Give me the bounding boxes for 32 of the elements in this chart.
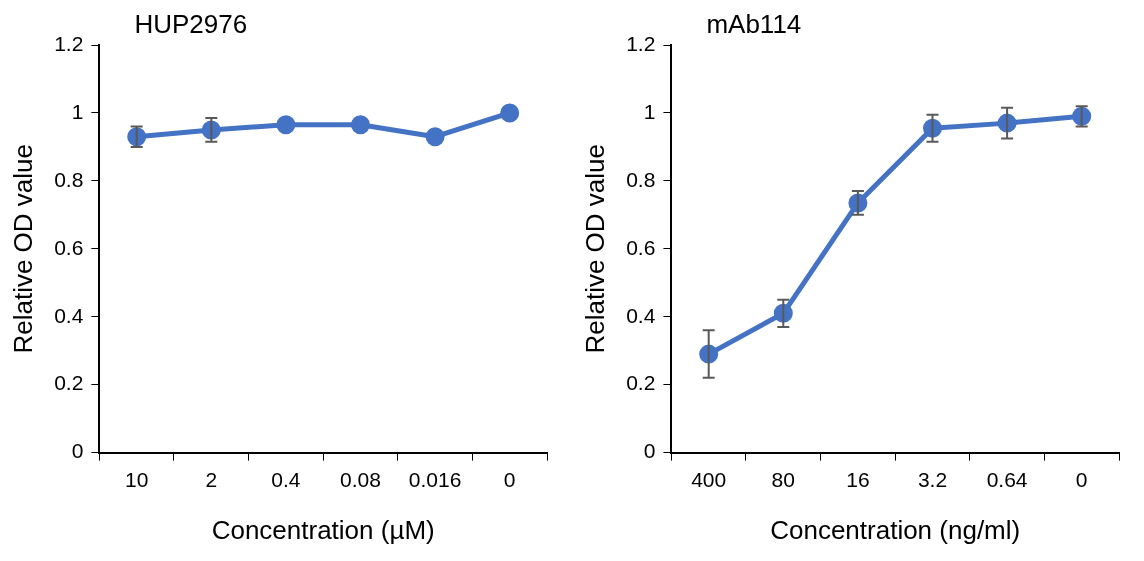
y-tick-label: 0.4 [54, 303, 84, 327]
x-tick-label: 16 [846, 468, 870, 491]
y-axis-title: Relative OD value [7, 144, 38, 354]
y-tick-label: 0 [643, 439, 656, 463]
y-tick-label: 0 [71, 439, 84, 463]
x-tick-label: 3.2 [917, 468, 948, 491]
x-tick-label: 0.08 [340, 468, 381, 491]
chart-title: HUP2976 [134, 9, 248, 39]
y-tick-label: 0.8 [54, 167, 84, 191]
chart-title: mAb114 [706, 9, 802, 39]
x-axis-title: Concentration (ng/ml) [770, 514, 1021, 545]
y-tick-label: 0.4 [626, 303, 656, 327]
y-tick-label: 1.2 [626, 31, 656, 55]
y-tick-label: 1 [643, 99, 656, 123]
x-tick-label: 400 [691, 468, 727, 491]
x-tick-label: 0.4 [271, 468, 301, 491]
x-tick-label: 0.016 [408, 468, 462, 491]
y-tick-label: 0.6 [626, 235, 656, 259]
x-tick-label: 0 [1075, 468, 1088, 491]
x-tick-label: 0.64 [986, 468, 1028, 491]
x-tick-label: 2 [205, 468, 218, 491]
y-tick-label: 0.2 [626, 371, 656, 395]
x-tick-label: 80 [771, 468, 795, 491]
y-tick-label: 0.6 [54, 235, 84, 259]
x-axis-title: Concentration (µM) [211, 514, 435, 545]
x-tick-label: 0 [503, 468, 516, 491]
x-tick-label: 10 [125, 468, 149, 491]
y-axis-title: Relative OD value [579, 144, 610, 354]
y-tick-label: 0.8 [626, 167, 656, 191]
y-tick-label: 1 [71, 99, 84, 123]
y-tick-label: 0.2 [54, 371, 84, 395]
y-tick-label: 1.2 [54, 31, 84, 55]
